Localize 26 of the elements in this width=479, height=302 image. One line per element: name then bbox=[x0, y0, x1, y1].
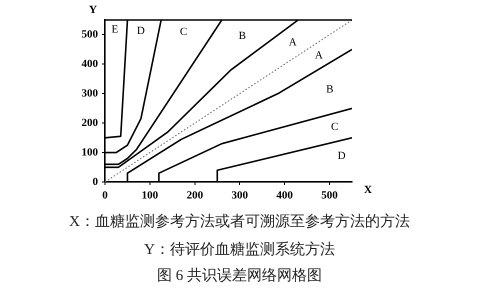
annotation: C bbox=[180, 26, 188, 38]
annotation: B bbox=[238, 30, 246, 42]
x-tick-label: 500 bbox=[321, 189, 338, 202]
annotation: A bbox=[288, 36, 297, 49]
x-tick-label: 0 bbox=[102, 189, 108, 202]
text: X：血糖监测参考方法或者可溯源至参考方法的方法 bbox=[68, 212, 411, 231]
y-tick-label: 300 bbox=[82, 87, 98, 100]
x-tick-label: 300 bbox=[231, 189, 248, 202]
annotation: D bbox=[338, 150, 346, 162]
y-axis-title: Y bbox=[89, 4, 98, 16]
y-tick-label: 100 bbox=[82, 146, 98, 158]
x-tick-label: 200 bbox=[186, 189, 204, 202]
x-axis-title: X bbox=[364, 184, 372, 196]
y-tick-label: 400 bbox=[82, 58, 98, 70]
text: 图 6 共识误差网络网格图 bbox=[156, 266, 323, 285]
annotation: D bbox=[136, 25, 145, 38]
annotation: B bbox=[326, 84, 334, 96]
x-tick-label: 400 bbox=[276, 189, 294, 202]
annotation: C bbox=[331, 120, 338, 133]
annotation: E bbox=[112, 24, 119, 36]
text: Y：待评价血糖监测系统方法 bbox=[143, 240, 336, 259]
y-tick-label: 0 bbox=[92, 176, 98, 188]
annotation: A bbox=[314, 50, 323, 62]
y-tick-label: 500 bbox=[82, 28, 98, 41]
x-tick-label: 100 bbox=[142, 189, 159, 202]
y-tick-label: 200 bbox=[82, 116, 98, 129]
